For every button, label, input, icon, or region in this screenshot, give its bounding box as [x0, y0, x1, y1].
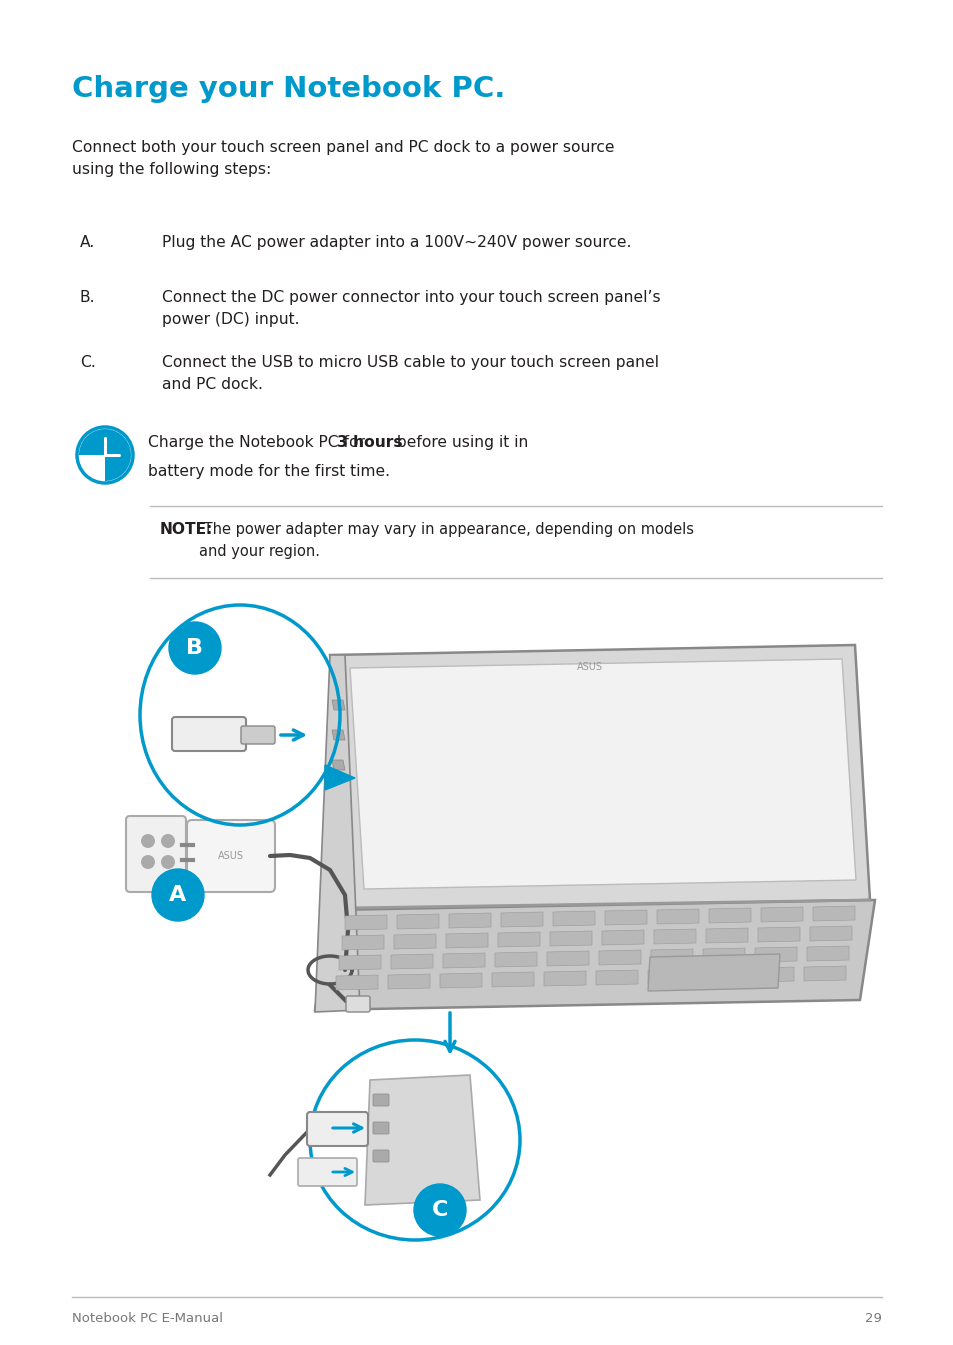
Text: A: A	[170, 885, 187, 905]
Text: B.: B.	[80, 291, 95, 305]
FancyBboxPatch shape	[187, 820, 274, 892]
Polygon shape	[495, 952, 537, 967]
Text: A.: A.	[80, 235, 95, 250]
Polygon shape	[708, 908, 750, 923]
FancyBboxPatch shape	[126, 816, 186, 892]
Polygon shape	[596, 970, 638, 985]
Polygon shape	[449, 913, 491, 928]
Polygon shape	[604, 911, 646, 925]
FancyBboxPatch shape	[373, 1122, 389, 1134]
Polygon shape	[546, 951, 588, 966]
Polygon shape	[553, 911, 595, 925]
Text: battery mode for the first time.: battery mode for the first time.	[148, 464, 390, 479]
Circle shape	[161, 834, 174, 847]
Polygon shape	[702, 948, 744, 963]
Polygon shape	[647, 954, 780, 991]
Polygon shape	[388, 974, 430, 989]
Polygon shape	[760, 907, 802, 923]
Polygon shape	[394, 933, 436, 950]
Polygon shape	[497, 932, 539, 947]
Polygon shape	[314, 655, 359, 1011]
Polygon shape	[647, 968, 689, 985]
Polygon shape	[500, 912, 542, 927]
Polygon shape	[332, 760, 345, 769]
Text: 3 hours: 3 hours	[336, 434, 402, 451]
Polygon shape	[550, 931, 592, 946]
Polygon shape	[758, 927, 800, 941]
FancyBboxPatch shape	[373, 1150, 389, 1162]
Polygon shape	[803, 966, 845, 981]
Text: Connect the USB to micro USB cable to your touch screen panel
and PC dock.: Connect the USB to micro USB cable to yo…	[162, 355, 659, 391]
Polygon shape	[806, 946, 848, 960]
Polygon shape	[439, 972, 481, 989]
Circle shape	[141, 855, 154, 869]
Polygon shape	[365, 1075, 479, 1205]
Polygon shape	[332, 730, 345, 740]
Polygon shape	[325, 765, 355, 790]
Polygon shape	[341, 935, 384, 950]
Text: Plug the AC power adapter into a 100V~240V power source.: Plug the AC power adapter into a 100V~24…	[162, 235, 631, 250]
FancyBboxPatch shape	[172, 717, 246, 751]
Text: ASUS: ASUS	[218, 851, 244, 861]
Circle shape	[169, 621, 221, 674]
Polygon shape	[812, 907, 854, 921]
Polygon shape	[446, 933, 488, 948]
Text: Connect both your touch screen panel and PC dock to a power source
using the fol: Connect both your touch screen panel and…	[71, 140, 614, 176]
Polygon shape	[350, 659, 855, 889]
FancyBboxPatch shape	[297, 1158, 356, 1186]
Polygon shape	[314, 900, 874, 1010]
Polygon shape	[335, 975, 377, 990]
Text: C: C	[432, 1200, 448, 1220]
Text: Notebook PC E-Manual: Notebook PC E-Manual	[71, 1311, 223, 1325]
Polygon shape	[338, 955, 380, 970]
FancyBboxPatch shape	[241, 726, 274, 744]
Polygon shape	[598, 950, 640, 964]
Polygon shape	[705, 928, 747, 943]
Polygon shape	[754, 947, 796, 962]
Polygon shape	[700, 968, 741, 983]
FancyBboxPatch shape	[346, 997, 370, 1011]
Text: ASUS: ASUS	[577, 662, 602, 672]
Polygon shape	[391, 954, 433, 968]
FancyBboxPatch shape	[307, 1112, 368, 1146]
Polygon shape	[601, 929, 643, 946]
Polygon shape	[332, 699, 345, 710]
Polygon shape	[809, 925, 851, 941]
Polygon shape	[330, 646, 869, 911]
Polygon shape	[396, 915, 438, 929]
Polygon shape	[657, 909, 699, 924]
Wedge shape	[79, 429, 131, 482]
Circle shape	[141, 834, 154, 847]
Polygon shape	[543, 971, 585, 986]
Text: B: B	[186, 638, 203, 658]
Circle shape	[152, 869, 204, 921]
Text: before using it in: before using it in	[391, 434, 527, 451]
Polygon shape	[751, 967, 793, 982]
Polygon shape	[442, 954, 484, 968]
Polygon shape	[492, 972, 534, 987]
Text: 29: 29	[864, 1311, 882, 1325]
Text: Charge your Notebook PC.: Charge your Notebook PC.	[71, 75, 505, 104]
Text: NOTE:: NOTE:	[160, 522, 213, 537]
Text: The power adapter may vary in appearance, depending on models
and your region.: The power adapter may vary in appearance…	[199, 522, 693, 558]
Text: Connect the DC power connector into your touch screen panel’s
power (DC) input.: Connect the DC power connector into your…	[162, 291, 659, 327]
Text: Charge the Notebook PC for: Charge the Notebook PC for	[148, 434, 370, 451]
Circle shape	[161, 855, 174, 869]
Polygon shape	[654, 929, 696, 944]
FancyBboxPatch shape	[373, 1093, 389, 1106]
Text: C.: C.	[80, 355, 95, 370]
Circle shape	[414, 1184, 465, 1236]
Polygon shape	[345, 915, 387, 929]
Polygon shape	[650, 950, 692, 964]
